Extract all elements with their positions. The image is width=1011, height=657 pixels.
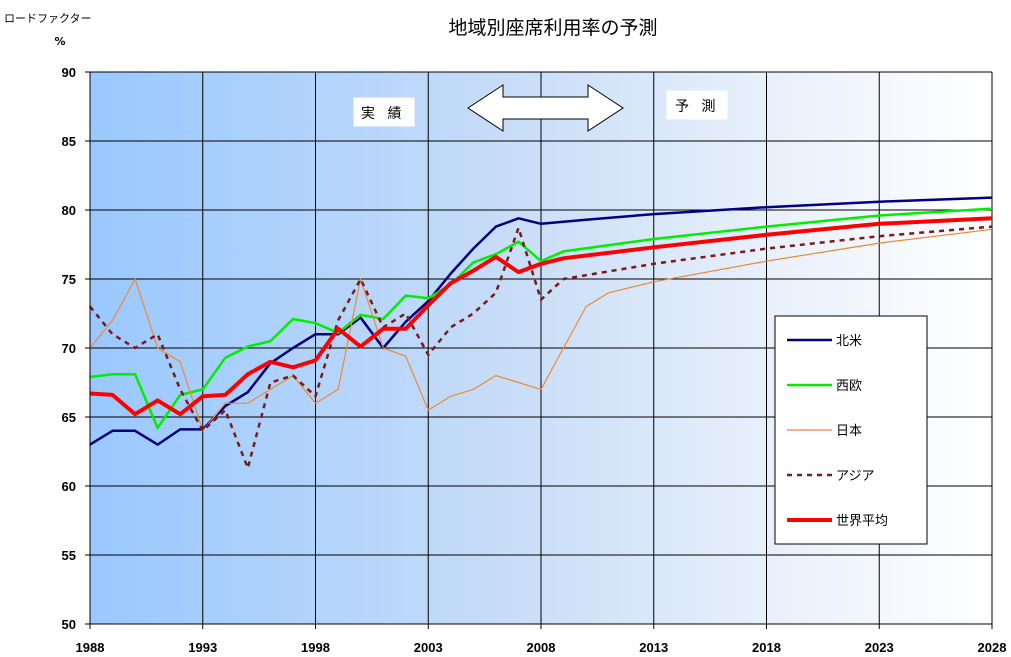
x-tick-label: 1993	[188, 640, 217, 655]
x-tick-label: 2003	[414, 640, 443, 655]
legend-label: 日本	[836, 424, 862, 439]
forecast-label-box	[666, 90, 728, 120]
actual-label: 実 績	[361, 106, 405, 122]
legend-label: 世界平均	[836, 514, 888, 529]
series-lines	[89, 196, 993, 470]
y-tick-label: 65	[62, 410, 76, 425]
y-tick-labels: 50 55 60 65 70 75 80 85 90	[62, 65, 76, 632]
chart-title: 地域別座席利用率の予測	[448, 17, 657, 39]
x-tick-label: 2023	[865, 640, 894, 655]
series-line-3	[89, 228, 993, 432]
x-tick-labels: 1988 1993 1998 2003 2008 2013 2018 2023 2028	[76, 640, 1007, 655]
y-tick-label: 50	[62, 617, 76, 632]
series-line-5	[89, 216, 993, 417]
x-tick-label: 1998	[301, 640, 330, 655]
y-tick-label: 75	[62, 272, 76, 287]
y-tick-label: 70	[62, 341, 76, 356]
forecast-annotation: 予 測	[666, 90, 728, 120]
y-tick-label: 85	[62, 134, 76, 149]
actual-label-box	[353, 97, 415, 127]
x-tick-label: 2018	[752, 640, 781, 655]
x-tick-label: 2028	[978, 640, 1007, 655]
x-tick-label: 1988	[76, 640, 105, 655]
actual-annotation: 実 績	[353, 97, 415, 127]
legend-label: 北米	[836, 334, 862, 349]
y-tick-label: 55	[62, 548, 76, 563]
legend-label: 西欧	[836, 379, 862, 394]
series-line-4	[89, 225, 993, 470]
double-arrow-icon	[467, 84, 624, 132]
y-tick-label: 90	[62, 65, 76, 80]
y-axis-unit: %	[54, 35, 65, 48]
legend-label: アジア	[836, 469, 874, 484]
y-tick-label: 60	[62, 479, 76, 494]
x-tick-label: 2008	[527, 640, 556, 655]
y-tick-label: 80	[62, 203, 76, 218]
x-tick-label: 2013	[639, 640, 668, 655]
y-axis-label: ロードファクター	[4, 12, 92, 25]
forecast-label: 予 測	[675, 99, 719, 115]
series-line-1	[89, 196, 993, 446]
